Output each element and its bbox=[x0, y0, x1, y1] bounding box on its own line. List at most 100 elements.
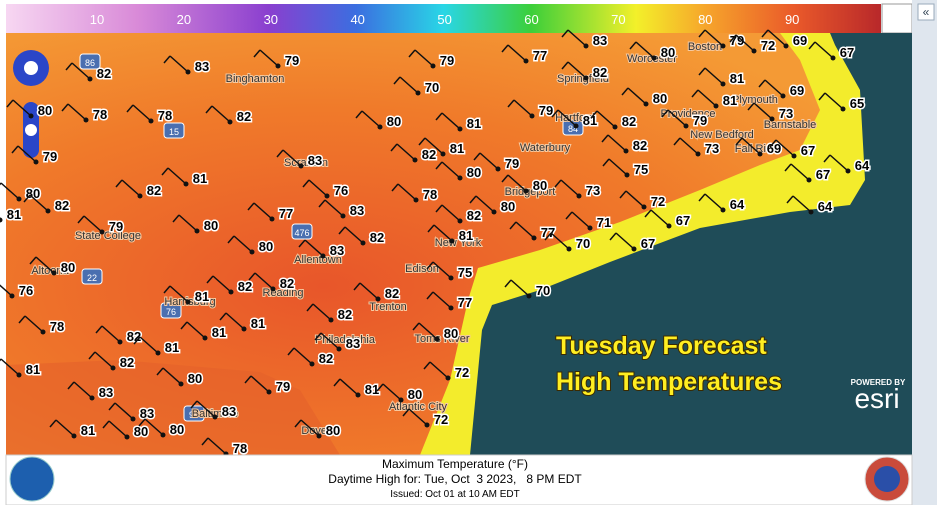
station-dot bbox=[651, 55, 657, 61]
temperature-label: 72 bbox=[761, 38, 775, 53]
wind-barb bbox=[560, 179, 580, 197]
station-dot bbox=[412, 157, 418, 163]
station-dot bbox=[643, 101, 649, 107]
overlay-subtitle: High Temperatures bbox=[556, 368, 782, 396]
station-dot bbox=[529, 113, 535, 119]
temperature-label: 81 bbox=[7, 207, 21, 222]
wind-barb bbox=[741, 137, 761, 155]
wind-barb bbox=[704, 29, 724, 47]
wind-barb bbox=[282, 149, 302, 167]
wind-barb-flag bbox=[287, 347, 295, 356]
temperature-label: 80 bbox=[533, 178, 547, 193]
station-dot bbox=[83, 117, 89, 123]
wind-barb bbox=[764, 79, 784, 97]
wind-barb bbox=[254, 272, 274, 290]
wind-barb bbox=[29, 194, 49, 212]
temperature-label: 79 bbox=[440, 53, 454, 68]
station-dot bbox=[360, 240, 366, 246]
temperature-label: 81 bbox=[730, 71, 744, 86]
temperature-label: 79 bbox=[285, 53, 299, 68]
temperature-label: 64 bbox=[818, 199, 833, 214]
highway-shield bbox=[183, 405, 205, 422]
wind-barb bbox=[359, 282, 379, 300]
wind-barb bbox=[418, 322, 438, 340]
wind-barb-flag bbox=[115, 179, 123, 188]
wind-barb-flag bbox=[818, 92, 826, 101]
footer bbox=[5, 454, 913, 506]
station-dot bbox=[320, 253, 326, 259]
wind-barb bbox=[507, 44, 527, 62]
wind-barb-flag bbox=[544, 232, 552, 241]
wind-barb bbox=[144, 418, 164, 436]
wind-barb-flag bbox=[602, 158, 610, 167]
wind-barb bbox=[259, 49, 279, 67]
station-dot bbox=[270, 286, 276, 292]
wind-barb-flag bbox=[88, 351, 96, 360]
temperature-label: 82 bbox=[97, 66, 111, 81]
wind-barb-flag bbox=[61, 103, 69, 112]
temperature-label: 79 bbox=[693, 113, 707, 128]
wind-barb-flag bbox=[609, 232, 617, 241]
wind-barb-flag bbox=[435, 204, 443, 213]
wind-barb-flag bbox=[823, 154, 831, 163]
station-dot bbox=[523, 188, 529, 194]
temperature-label: 73 bbox=[705, 141, 719, 156]
wind-barb bbox=[397, 183, 417, 201]
station-dot bbox=[791, 153, 797, 159]
wind-barb-flag bbox=[758, 79, 766, 88]
station-dot bbox=[117, 339, 123, 345]
wind-barb-flag bbox=[302, 179, 310, 188]
color-bar-end bbox=[881, 3, 913, 34]
land-shade bbox=[6, 360, 340, 455]
wind-barb-flag bbox=[427, 224, 435, 233]
footer-variable: Maximum Temperature (°F) bbox=[382, 457, 528, 471]
station-dot bbox=[576, 193, 582, 199]
temperature-label: 82 bbox=[622, 114, 636, 129]
station-dot bbox=[440, 151, 446, 157]
wind-barb-flag bbox=[102, 420, 110, 429]
wind-barb-flag bbox=[565, 211, 573, 220]
wind-barb-flag bbox=[729, 34, 737, 43]
collapse-icon[interactable]: « bbox=[923, 5, 930, 19]
place-name: Plymouth bbox=[732, 94, 778, 106]
station-dot bbox=[183, 181, 189, 187]
station-dot bbox=[328, 317, 334, 323]
station-dot bbox=[457, 175, 463, 181]
station-dot bbox=[275, 63, 281, 69]
station-dot bbox=[178, 381, 184, 387]
temperature-label: 80 bbox=[26, 186, 40, 201]
wind-barb bbox=[607, 134, 627, 152]
wind-barb bbox=[324, 199, 344, 217]
station-dot bbox=[33, 159, 39, 165]
collapse-button[interactable] bbox=[917, 3, 935, 21]
wind-barb bbox=[308, 179, 328, 197]
station-dot bbox=[424, 422, 430, 428]
station-dot bbox=[415, 90, 421, 96]
zoom-globe[interactable] bbox=[25, 124, 37, 136]
temperature-label: 80 bbox=[204, 218, 218, 233]
temperature-label: 72 bbox=[455, 365, 469, 380]
wind-barb-flag bbox=[561, 29, 569, 38]
temperature-label: 82 bbox=[467, 208, 481, 223]
wind-barb bbox=[596, 110, 616, 128]
temperature-label: 77 bbox=[458, 295, 472, 310]
wind-barb bbox=[114, 402, 134, 420]
station-dot bbox=[398, 397, 404, 403]
place-name: Trenton bbox=[369, 301, 407, 313]
temperature-label: 82 bbox=[633, 138, 647, 153]
wind-barb bbox=[101, 325, 121, 343]
station-dot bbox=[434, 336, 440, 342]
wind-barb bbox=[513, 99, 533, 117]
station-dot bbox=[583, 75, 589, 81]
station-dot bbox=[713, 103, 719, 109]
wind-barb-flag bbox=[247, 202, 255, 211]
temperature-label: 80 bbox=[170, 422, 184, 437]
temperature-label: 77 bbox=[279, 206, 293, 221]
place-name: Altoona bbox=[31, 265, 69, 277]
wind-barb bbox=[735, 34, 755, 52]
temperature-label: 80 bbox=[467, 165, 481, 180]
pan-center[interactable] bbox=[24, 61, 38, 75]
temperature-label: 81 bbox=[459, 228, 473, 243]
temperature-label: 80 bbox=[61, 260, 75, 275]
wind-barb-flag bbox=[551, 109, 559, 118]
